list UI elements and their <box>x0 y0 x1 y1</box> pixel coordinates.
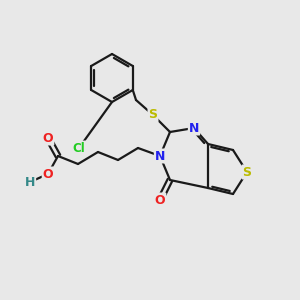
Text: S: S <box>148 109 158 122</box>
Text: H: H <box>25 176 35 188</box>
Text: N: N <box>155 149 165 163</box>
Text: Cl: Cl <box>73 142 85 154</box>
Text: O: O <box>155 194 165 206</box>
Text: N: N <box>189 122 199 134</box>
Text: S: S <box>242 166 251 178</box>
Text: O: O <box>43 167 53 181</box>
Text: O: O <box>43 131 53 145</box>
